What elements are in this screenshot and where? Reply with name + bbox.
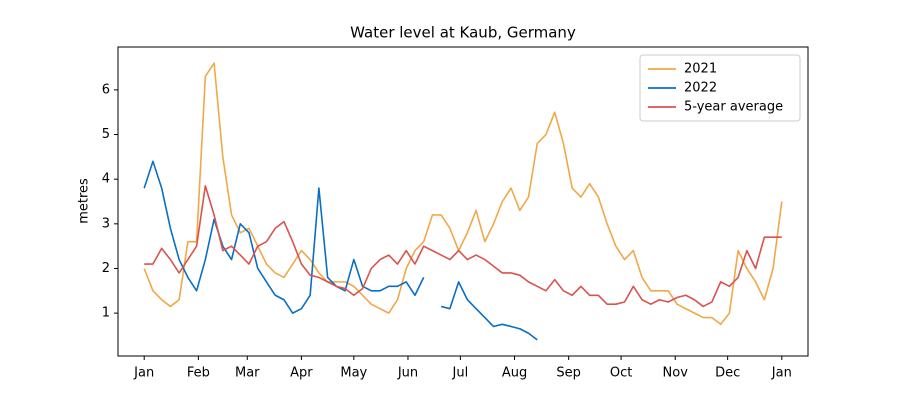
x-tick-label: Aug — [502, 366, 527, 381]
x-tick-label: Feb — [187, 366, 210, 381]
legend-label: 2022 — [684, 81, 717, 96]
series-line — [440, 281, 538, 341]
series-line — [143, 160, 425, 314]
series-line — [144, 185, 782, 308]
x-tick-label: May — [340, 366, 367, 381]
y-tick-label: 4 — [102, 172, 110, 187]
y-tick-label: 3 — [102, 216, 110, 231]
y-axis-label: metres — [77, 178, 92, 224]
x-tick-label: Apr — [290, 366, 313, 381]
x-tick-label: Sep — [556, 366, 581, 381]
x-tick-label: Nov — [663, 366, 689, 381]
y-tick-label: 1 — [102, 306, 110, 321]
x-tick-label: Mar — [235, 366, 260, 381]
x-tick-label: Jun — [397, 366, 418, 381]
x-tick-label: Jul — [452, 366, 469, 381]
x-tick-label: Oct — [610, 366, 632, 381]
x-tick-label: Dec — [715, 366, 740, 381]
plot-frame — [117, 46, 809, 357]
legend-label: 5-year average — [684, 100, 783, 115]
legend-label: 2021 — [684, 62, 717, 77]
y-tick-label: 6 — [102, 82, 110, 97]
y-tick-label: 2 — [102, 261, 110, 276]
series-line — [143, 62, 783, 326]
y-tick-label: 5 — [102, 127, 110, 142]
legend-box — [639, 54, 801, 122]
x-tick-label: Jan — [133, 366, 154, 381]
x-tick-label: Jan — [771, 366, 792, 381]
chart-title: Water level at Kaub, Germany — [350, 24, 576, 42]
